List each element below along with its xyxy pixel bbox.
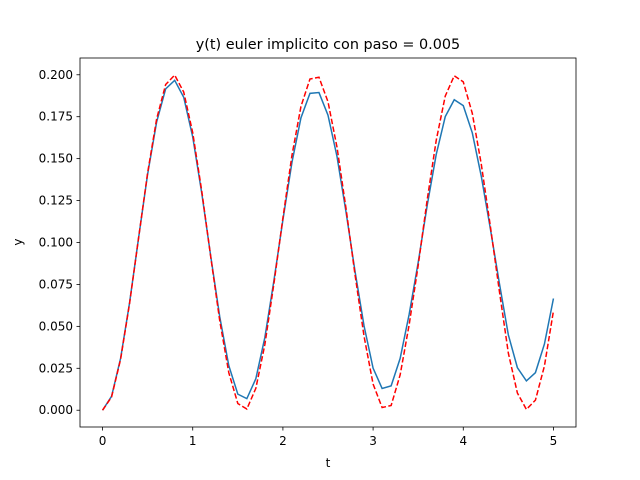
y-tick-label: 0.125 (39, 194, 73, 208)
x-tick-label: 2 (279, 434, 287, 448)
x-tick-label: 1 (189, 434, 197, 448)
line (101, 79, 555, 411)
x-tick-label: 0 (99, 434, 107, 448)
line (101, 73, 555, 411)
y-tick-label: 0.025 (39, 361, 73, 375)
plot-frame (79, 57, 577, 428)
y-tick-label: 0.100 (39, 236, 73, 250)
y-tick-label: 0.075 (39, 277, 73, 291)
chart-title: y(t) euler implicito con paso = 0.005 (196, 37, 460, 53)
x-tick-label: 4 (459, 434, 467, 448)
y-tick-label: 0.175 (39, 110, 73, 124)
x-tick-label: 3 (369, 434, 377, 448)
x-tick-label: 5 (550, 434, 558, 448)
y-tick-label: 0.150 (39, 152, 73, 166)
y-tick-label: 0.050 (39, 319, 73, 333)
y-tick-label: 0.000 (39, 403, 73, 417)
y-axis-label: y (11, 238, 25, 245)
y-tick-label: 0.200 (39, 68, 73, 82)
x-axis-label: t (326, 456, 331, 470)
